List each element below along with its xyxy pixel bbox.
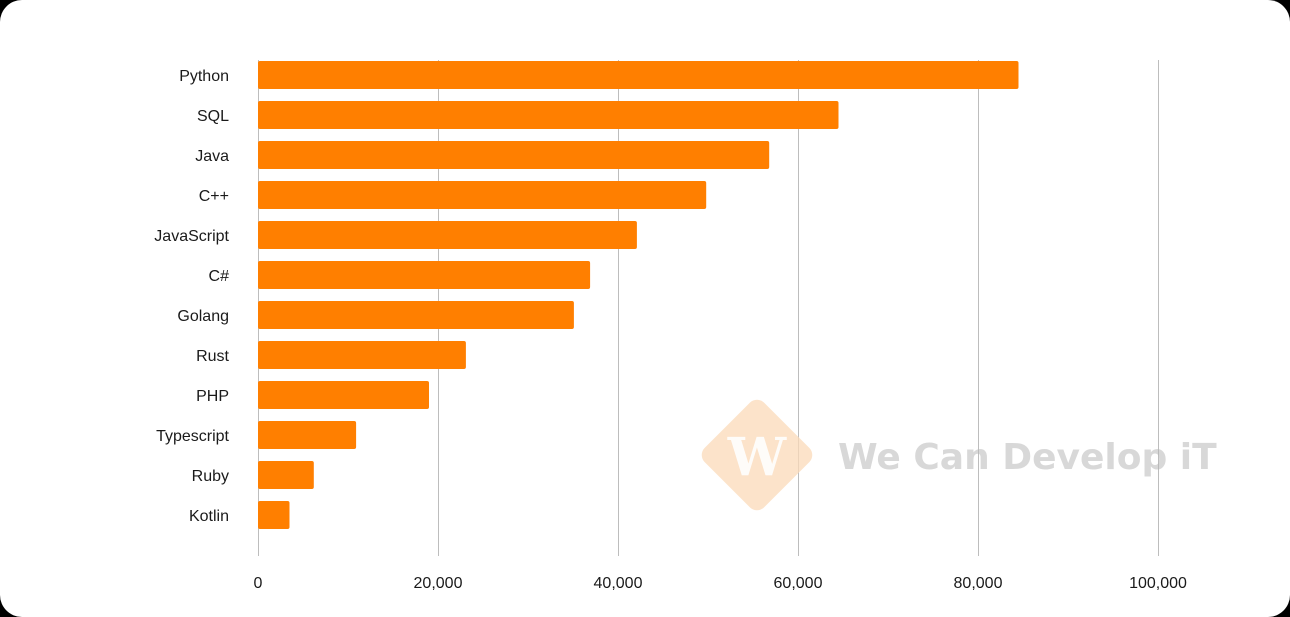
category-label: Python xyxy=(179,68,229,85)
bar-python xyxy=(258,61,1019,89)
category-label: C++ xyxy=(199,188,229,205)
x-tick-labels: 0 20,000 40,000 60,000 80,000 100,000 xyxy=(254,575,1187,592)
bar-golang xyxy=(258,301,574,329)
bars xyxy=(258,61,1019,529)
bar-javascript xyxy=(258,221,637,249)
x-tick-label: 40,000 xyxy=(594,575,643,592)
watermark: W We Can Develop iT xyxy=(701,399,1217,511)
category-label: JavaScript xyxy=(154,228,229,245)
category-label: Golang xyxy=(177,308,229,325)
category-label: Rust xyxy=(196,348,229,365)
x-tick-label: 20,000 xyxy=(414,575,463,592)
category-label: Java xyxy=(195,148,229,165)
x-tick-label: 80,000 xyxy=(954,575,1003,592)
category-label: Kotlin xyxy=(189,508,229,525)
watermark-text: We Can Develop iT xyxy=(838,437,1217,478)
x-tick-label: 60,000 xyxy=(774,575,823,592)
bar-kotlin xyxy=(258,501,290,529)
bar-php xyxy=(258,381,429,409)
x-tick-label: 0 xyxy=(254,575,263,592)
bar-c- xyxy=(258,181,707,209)
bar-c- xyxy=(258,261,591,289)
bar-ruby xyxy=(258,461,314,489)
bar-java xyxy=(258,141,770,169)
category-label: Typescript xyxy=(156,428,229,445)
category-label: PHP xyxy=(196,388,229,405)
bar-rust xyxy=(258,341,466,369)
bar-typescript xyxy=(258,421,357,449)
category-label: C# xyxy=(209,268,230,285)
category-label: Ruby xyxy=(192,468,229,485)
x-tick-label: 100,000 xyxy=(1129,575,1187,592)
bar-sql xyxy=(258,101,839,129)
category-label: SQL xyxy=(197,108,229,125)
watermark-logo-glyph: W xyxy=(727,427,788,488)
watermark-logo-icon xyxy=(701,399,813,511)
category-labels: Python SQL Java C++ JavaScript C# Golang Rust PH… xyxy=(154,68,229,525)
